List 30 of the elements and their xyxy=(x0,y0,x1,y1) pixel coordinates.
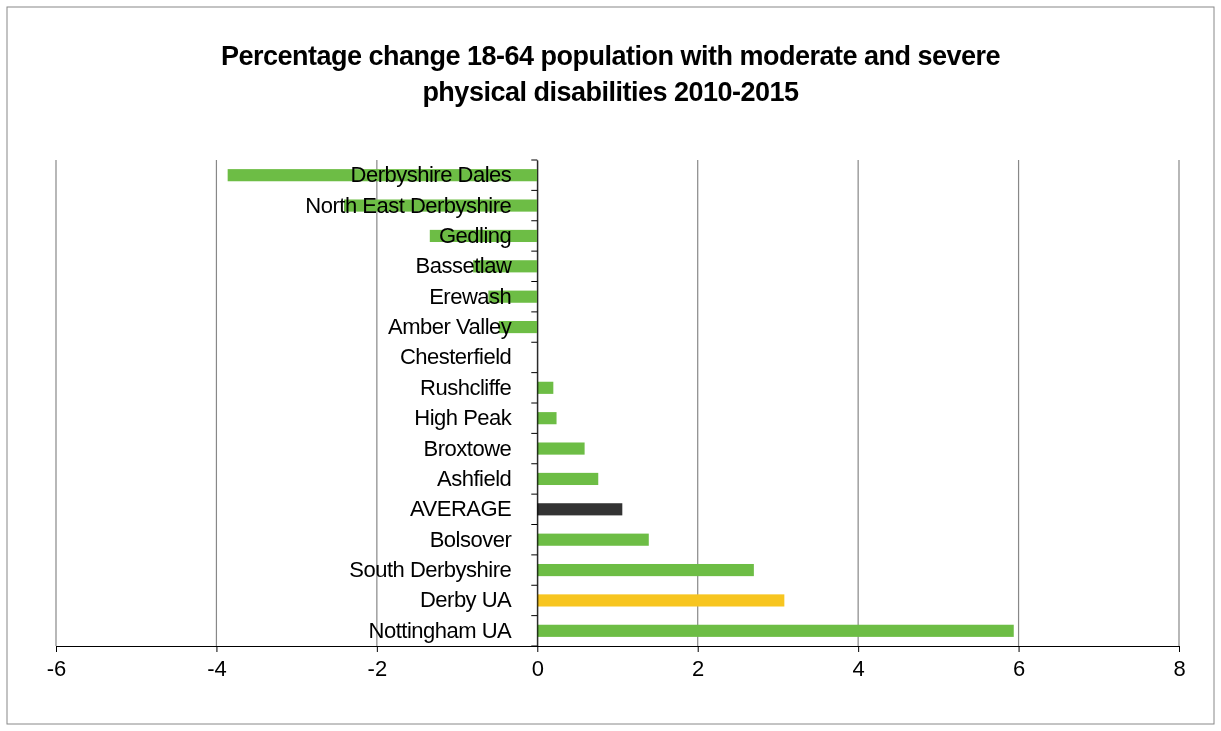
y-tick-label: AVERAGE xyxy=(410,496,512,522)
y-tick-label: Rushcliffe xyxy=(420,374,512,400)
bar xyxy=(537,594,785,607)
x-tick-label: 8 xyxy=(1173,655,1186,681)
bar xyxy=(537,503,623,516)
bar xyxy=(537,442,585,455)
x-tick-label: 6 xyxy=(1012,655,1026,681)
y-tick-label: Derbyshire Dales xyxy=(350,162,512,188)
y-tick-label: Chesterfield xyxy=(399,344,512,370)
y-tick-label: Bolsover xyxy=(429,526,512,552)
y-tick-label: Derby UA xyxy=(419,587,513,613)
bar xyxy=(537,563,754,577)
bar xyxy=(537,381,554,394)
bar xyxy=(537,533,649,546)
x-tick-label: 4 xyxy=(852,655,865,681)
bar xyxy=(537,472,599,486)
y-tick-label: Gedling xyxy=(438,222,512,248)
x-tick-label: -4 xyxy=(207,655,227,681)
x-tick-label: -6 xyxy=(46,655,67,681)
x-tick-label: -2 xyxy=(367,655,388,681)
bar xyxy=(537,412,557,425)
y-tick-label: Nottingham UA xyxy=(368,617,513,643)
x-tick-label: 0 xyxy=(531,655,544,681)
y-tick-label: Ashfield xyxy=(437,465,512,491)
chart-title: Percentage change 18-64 population with moderate and severe physical disabilities 2010-2015 xyxy=(220,41,1001,107)
y-tick-label: Broxtowe xyxy=(423,435,512,461)
y-tick-label: High Peak xyxy=(414,405,513,431)
bar xyxy=(537,624,1014,637)
y-tick-label: South Derbyshire xyxy=(349,557,512,583)
x-tick-label: 2 xyxy=(692,655,705,681)
